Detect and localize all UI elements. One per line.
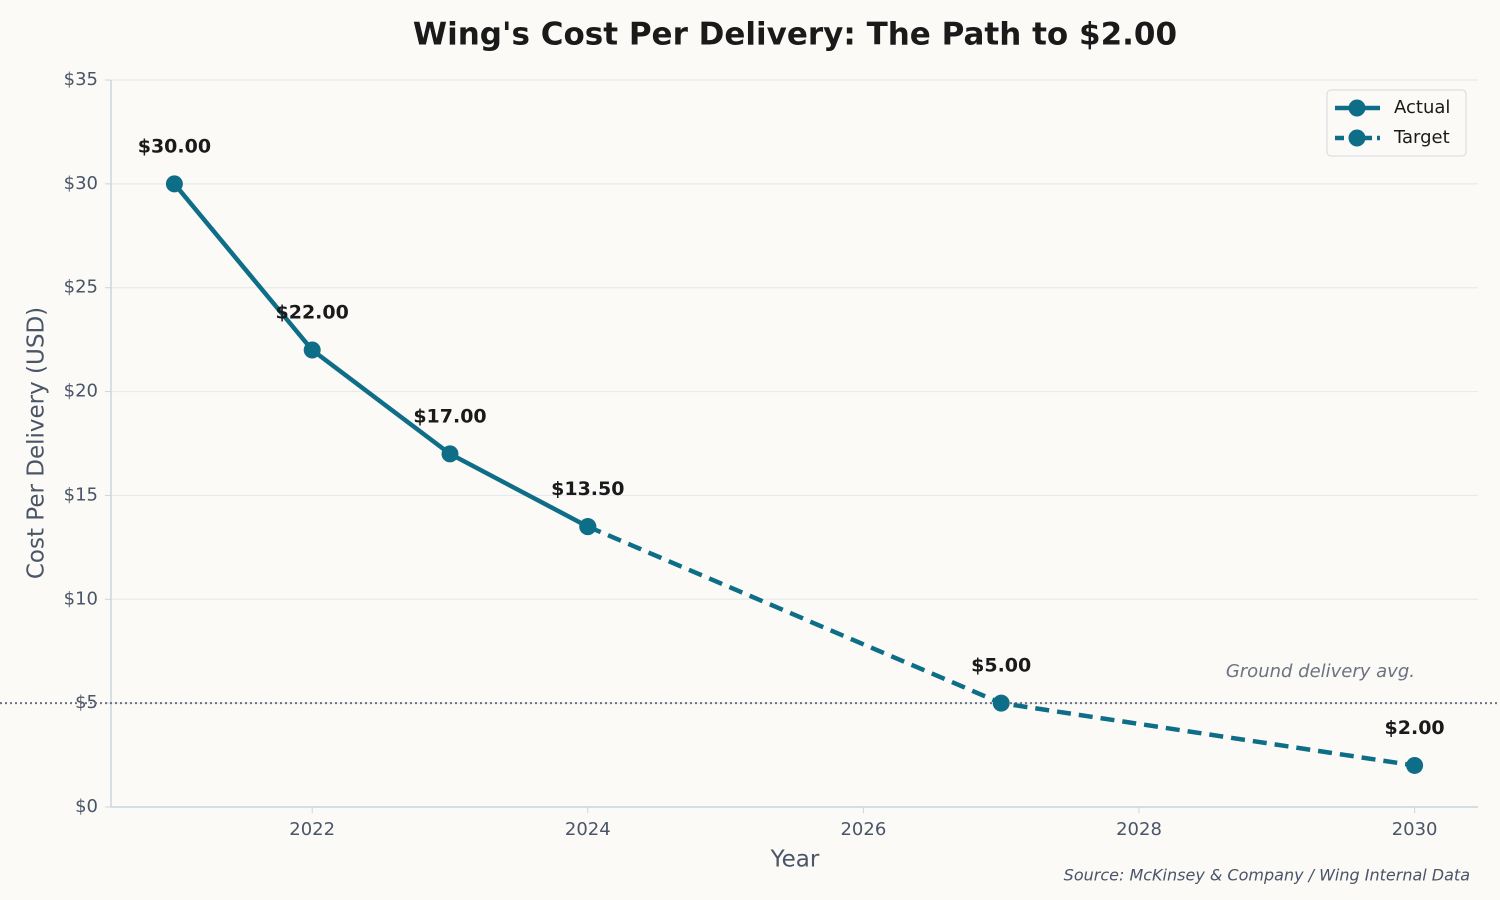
value-label: $2.00 — [1385, 717, 1445, 739]
chart-title: Wing's Cost Per Delivery: The Path to $2… — [413, 17, 1177, 53]
x-tick-label: 2028 — [1116, 819, 1162, 840]
marker — [441, 445, 459, 463]
marker — [303, 341, 321, 359]
value-label: $5.00 — [971, 655, 1031, 677]
x-tick-label: 2026 — [840, 819, 886, 840]
y-axis-label: Cost Per Delivery (USD) — [24, 307, 50, 579]
x-tick-label: 2022 — [289, 819, 335, 840]
y-tick-label: $15 — [64, 484, 98, 505]
legend-marker — [1348, 99, 1366, 117]
x-tick-label: 2024 — [565, 819, 611, 840]
marker — [1406, 756, 1424, 774]
line — [172, 182, 589, 529]
reference-label: Ground delivery avg. — [1226, 661, 1415, 682]
legend-marker — [1348, 129, 1366, 147]
y-tick-label: $30 — [64, 173, 98, 194]
x-tick-label: 2030 — [1392, 819, 1438, 840]
marker — [579, 518, 597, 536]
legend-label: Target — [1393, 127, 1450, 148]
y-tick-label: $25 — [64, 277, 98, 298]
legend-label: Actual — [1394, 97, 1450, 118]
source-note: Source: McKinsey & Company / Wing Intern… — [1064, 866, 1470, 885]
y-tick-label: $0 — [75, 796, 98, 817]
y-tick-label: $35 — [64, 69, 98, 90]
y-tick-label: $20 — [64, 381, 98, 402]
value-label: $30.00 — [138, 135, 211, 157]
value-label: $17.00 — [413, 405, 486, 427]
marker — [992, 694, 1010, 712]
value-label: $13.50 — [551, 478, 624, 500]
x-axis-label: Year — [770, 847, 820, 873]
marker — [165, 175, 183, 193]
value-label: $22.00 — [276, 302, 349, 324]
y-tick-label: $10 — [64, 588, 98, 609]
